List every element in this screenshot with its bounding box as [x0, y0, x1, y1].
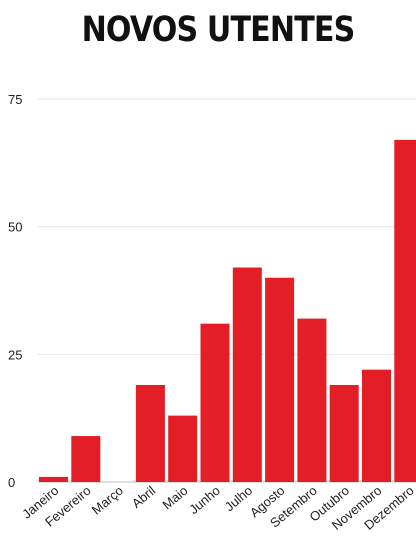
bar-agosto: [265, 277, 295, 482]
x-tick-label: Junho: [186, 483, 223, 517]
bar-fevereiro: [71, 436, 101, 482]
x-tick-label: Abril: [129, 483, 159, 511]
chart-title: NOVOS UTENTES: [81, 10, 356, 50]
x-tick-label: Março: [89, 483, 126, 518]
bar-dezembro: [394, 139, 416, 482]
bar-julho: [232, 267, 262, 482]
x-tick-label: Maio: [159, 483, 190, 513]
bar-setembro: [297, 318, 327, 482]
bar-maio: [168, 415, 198, 482]
y-tick-label: 50: [8, 220, 22, 235]
y-tick-label: 25: [8, 347, 22, 362]
y-tick-label: 75: [8, 92, 22, 107]
bar-abril: [135, 384, 165, 482]
bar-outubro: [329, 384, 359, 482]
bar-janeiro: [39, 476, 68, 482]
bar-novembro: [362, 369, 391, 482]
bar-junho: [200, 323, 230, 482]
y-tick-label: 0: [8, 475, 15, 490]
